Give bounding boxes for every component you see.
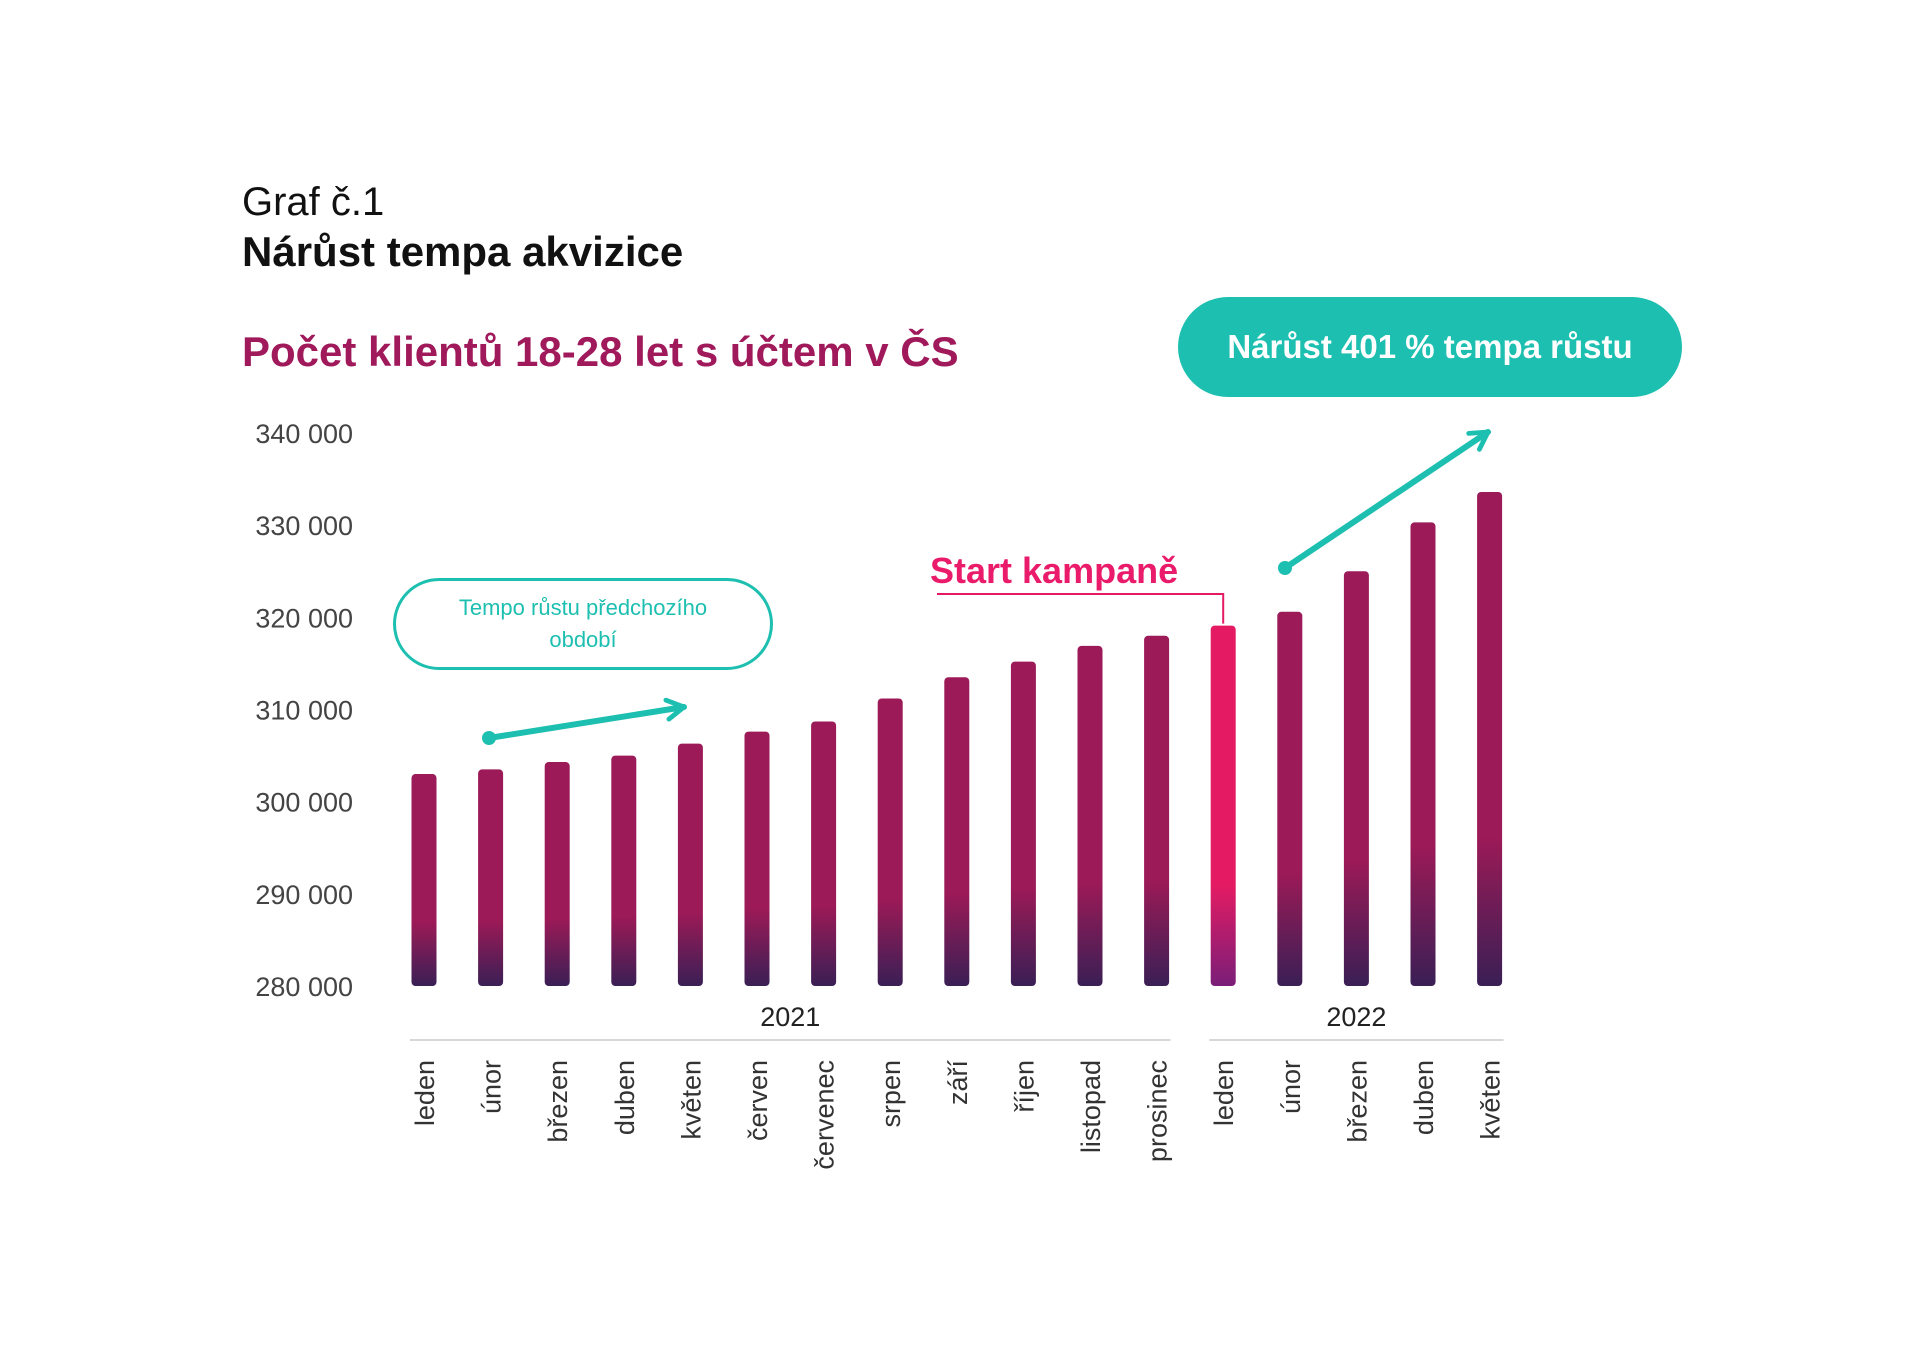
bar [1343, 571, 1369, 986]
bar [411, 774, 437, 986]
x-tick-label: duben [610, 1060, 640, 1135]
previous-period-label: Tempo růstu předchozího období [458, 595, 708, 652]
campaign-growth-arrow [1282, 429, 1491, 571]
year-label: 2022 [1326, 1002, 1386, 1032]
y-tick-label: 330 000 [255, 511, 353, 541]
y-tick-label: 280 000 [255, 972, 353, 1002]
previous-period-note: Tempo růstu předchozího období [393, 578, 773, 670]
x-tick-label: červenec [810, 1060, 840, 1170]
year-label: 2021 [760, 1002, 820, 1032]
bar [544, 762, 570, 986]
growth-pill: Nárůst 401 % tempa růstu [1178, 297, 1682, 397]
campaign-connector-line [937, 593, 1225, 624]
x-tick-label: listopad [1076, 1060, 1106, 1153]
bar [744, 731, 770, 986]
campaign-growth-arrow-dot [1278, 561, 1292, 575]
bar [1477, 491, 1503, 986]
x-tick-label: leden [410, 1060, 440, 1126]
bar [1210, 625, 1236, 986]
y-tick-label: 300 000 [255, 788, 353, 818]
growth-pill-label: Nárůst 401 % tempa růstu [1227, 328, 1633, 365]
bar [1144, 635, 1170, 986]
y-tick-label: 310 000 [255, 696, 353, 726]
x-tick-label: leden [1209, 1060, 1239, 1126]
bar [1410, 522, 1436, 986]
x-tick-label: květen [1476, 1060, 1506, 1140]
previous-growth-arrow [486, 697, 687, 741]
x-tick-label: únor [1276, 1060, 1306, 1114]
x-tick-label: prosinec [1143, 1060, 1173, 1162]
y-tick-label: 290 000 [255, 880, 353, 910]
bar [611, 755, 637, 986]
bar [877, 698, 903, 986]
y-tick-label: 320 000 [255, 603, 353, 633]
x-tick-label: únor [477, 1060, 507, 1114]
x-tick-label: březen [1342, 1060, 1372, 1143]
bar [677, 743, 703, 986]
x-tick-label: duben [1409, 1060, 1439, 1135]
bar [1277, 611, 1303, 986]
x-tick-label: květen [676, 1060, 706, 1140]
bar [1077, 645, 1103, 986]
bar [478, 769, 504, 986]
x-tick-label: červen [743, 1060, 773, 1141]
bar [944, 677, 970, 986]
bar [1010, 661, 1036, 986]
bar [811, 721, 837, 986]
x-tick-label: říjen [1009, 1060, 1039, 1113]
x-tick-label: březen [543, 1060, 573, 1143]
y-tick-label: 340 000 [255, 419, 353, 449]
x-tick-label: srpen [876, 1060, 906, 1128]
campaign-start-label: Start kampaně [930, 550, 1179, 591]
chart-main-title: Nárůst tempa akvizice [242, 228, 684, 275]
chart-title: Počet klientů 18-28 let s účtem v ČS [242, 328, 959, 375]
x-tick-label: září [943, 1060, 973, 1106]
previous-growth-arrow-dot [482, 731, 496, 745]
chart-pretitle: Graf č.1 [242, 180, 385, 224]
